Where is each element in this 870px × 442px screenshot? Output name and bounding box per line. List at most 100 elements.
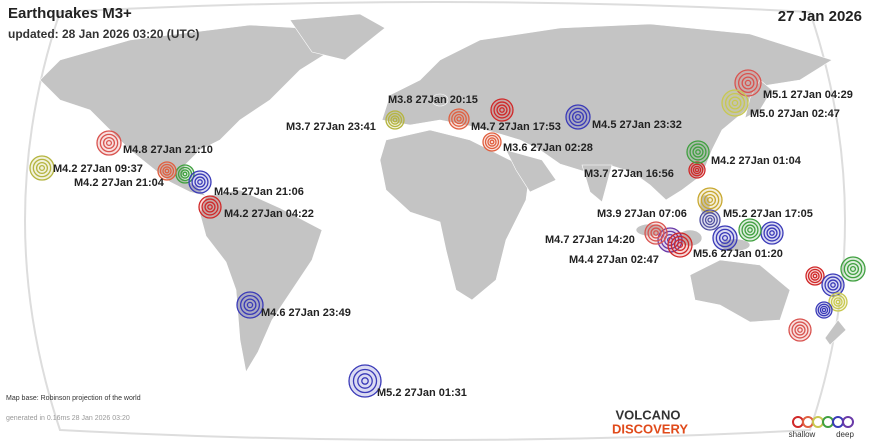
quake-label: M4.7 27Jan 17:53 xyxy=(471,121,561,133)
marker-ring xyxy=(686,140,710,164)
marker-ring xyxy=(204,201,216,213)
quake-marker xyxy=(188,170,212,194)
marker-ring xyxy=(737,72,759,94)
quake-label: M4.2 27Jan 21:04 xyxy=(74,177,165,189)
quake-marker xyxy=(686,140,710,164)
marker-ring xyxy=(715,228,735,248)
quake-marker xyxy=(688,161,706,179)
quake-label: M5.1 27Jan 04:29 xyxy=(763,89,853,101)
quake-label: M3.8 27Jan 20:15 xyxy=(388,94,478,106)
marker-ring xyxy=(694,167,700,173)
quake-label: M4.5 27Jan 21:06 xyxy=(214,186,304,198)
marker-ring xyxy=(747,227,753,233)
marker-ring xyxy=(565,104,591,130)
marker-ring xyxy=(734,69,762,97)
quake-label: M4.7 27Jan 14:20 xyxy=(545,234,635,246)
date: 27 Jan 2026 xyxy=(778,8,862,25)
marker-ring xyxy=(357,373,373,389)
quake-marker xyxy=(96,130,122,156)
marker-ring xyxy=(721,89,749,117)
marker-ring xyxy=(180,169,190,179)
quake-label: M4.4 27Jan 02:47 xyxy=(569,254,659,266)
quake-label: M4.2 27Jan 01:04 xyxy=(711,155,802,167)
marker-ring xyxy=(164,168,170,174)
logo-top: VOLCANO xyxy=(616,407,681,422)
marker-ring xyxy=(644,221,668,245)
marker-ring xyxy=(177,166,193,182)
marker-ring xyxy=(744,79,752,87)
quake-marker xyxy=(482,132,502,152)
marker-ring xyxy=(794,324,806,336)
marker-ring xyxy=(162,166,172,176)
quake-marker xyxy=(667,232,693,258)
quake-marker xyxy=(236,291,264,319)
marker-ring xyxy=(670,235,690,255)
quake-marker xyxy=(828,292,848,312)
quake-label: M3.6 27Jan 02:28 xyxy=(503,142,593,154)
quake-marker xyxy=(712,225,738,251)
marker-ring xyxy=(159,163,175,179)
marker-ring xyxy=(496,104,508,116)
marker-ring xyxy=(188,170,212,194)
marker-ring xyxy=(352,368,378,394)
quake-label: M4.2 27Jan 04:22 xyxy=(224,208,314,220)
marker-ring xyxy=(32,158,52,178)
quake-marker xyxy=(840,256,866,282)
marker-ring xyxy=(574,113,582,121)
marker-ring xyxy=(451,111,467,127)
quake-label: M3.9 27Jan 07:06 xyxy=(597,208,687,220)
marker-ring xyxy=(821,307,827,313)
marker-ring xyxy=(695,149,701,155)
marker-ring xyxy=(817,303,831,317)
quake-marker xyxy=(29,155,55,181)
marker-ring xyxy=(348,364,382,398)
marker-ring xyxy=(487,137,497,147)
legend-shallow: shallow xyxy=(789,430,816,439)
marker-ring xyxy=(385,110,405,130)
marker-ring xyxy=(718,231,732,245)
generated: generated in 0.16ms 28 Jan 2026 03:20 xyxy=(6,415,130,422)
marker-ring xyxy=(810,271,820,281)
marker-ring xyxy=(198,195,222,219)
marker-ring xyxy=(805,266,825,286)
marker-ring xyxy=(191,173,209,191)
quake-label: M4.5 27Jan 23:32 xyxy=(592,119,682,131)
marker-ring xyxy=(490,98,514,122)
marker-ring xyxy=(493,101,511,119)
quake-label: M5.2 27Jan 17:05 xyxy=(723,208,813,220)
marker-ring xyxy=(697,187,723,213)
marker-ring xyxy=(788,318,812,342)
marker-ring xyxy=(703,193,717,207)
map-base: Map base: Robinson projection of the wor… xyxy=(6,395,141,402)
logo-bottom: DISCOVERY xyxy=(612,421,688,436)
marker-ring xyxy=(571,110,585,124)
marker-ring xyxy=(791,321,809,339)
marker-ring xyxy=(38,164,46,172)
quake-label: M4.8 27Jan 21:10 xyxy=(123,144,213,156)
quake-label: M3.7 27Jan 23:41 xyxy=(286,121,376,133)
quake-label: M3.7 27Jan 16:56 xyxy=(584,168,674,180)
marker-ring xyxy=(387,112,403,128)
quake-marker xyxy=(760,221,784,245)
marker-ring xyxy=(712,225,738,251)
marker-ring xyxy=(448,108,470,130)
quake-label: M4.2 27Jan 09:37 xyxy=(53,163,143,175)
marker-ring xyxy=(361,377,369,385)
quake-label: M5.6 27Jan 01:20 xyxy=(693,248,783,260)
marker-ring xyxy=(849,265,857,273)
marker-ring xyxy=(456,116,462,122)
marker-ring xyxy=(704,214,716,226)
marker-ring xyxy=(815,301,833,319)
marker-ring xyxy=(157,161,177,181)
quake-marker xyxy=(157,161,177,181)
marker-ring xyxy=(96,130,122,156)
marker-ring xyxy=(484,134,500,150)
marker-ring xyxy=(239,294,261,316)
quake-marker xyxy=(198,195,222,219)
marker-ring xyxy=(650,227,662,239)
marker-ring xyxy=(453,113,465,125)
marker-ring xyxy=(833,297,843,307)
marker-ring xyxy=(738,218,762,242)
marker-ring xyxy=(482,132,502,152)
